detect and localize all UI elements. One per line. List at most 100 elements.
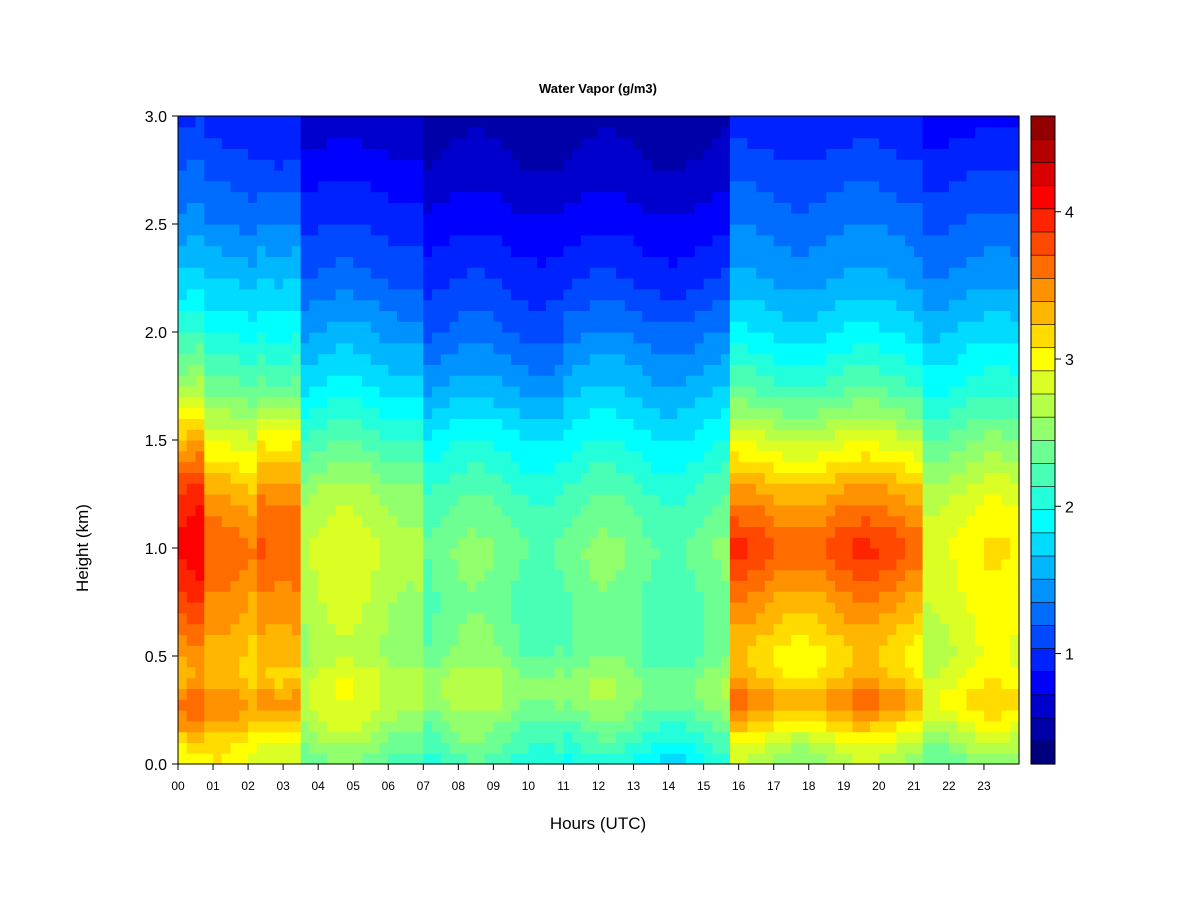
heatmap-cell bbox=[388, 353, 398, 365]
heatmap-cell bbox=[817, 342, 827, 355]
heatmap-cell bbox=[598, 137, 608, 149]
heatmap-cell bbox=[686, 386, 696, 398]
heatmap-cell bbox=[747, 537, 757, 549]
heatmap-cell bbox=[633, 234, 643, 247]
heatmap-cell bbox=[397, 483, 407, 495]
heatmap-cell bbox=[370, 731, 381, 743]
heatmap-cell bbox=[353, 666, 363, 679]
heatmap-cell bbox=[808, 353, 819, 365]
heatmap-cell bbox=[896, 288, 906, 301]
heatmap-cell bbox=[545, 126, 556, 139]
heatmap-cell bbox=[397, 191, 407, 203]
heatmap-cell bbox=[213, 753, 223, 765]
heatmap-cell bbox=[729, 288, 740, 301]
heatmap-cell bbox=[326, 278, 337, 290]
heatmap-cell bbox=[703, 386, 713, 398]
heatmap-cell bbox=[502, 548, 512, 560]
heatmap-cell bbox=[510, 450, 521, 463]
heatmap-cell bbox=[607, 407, 617, 419]
heatmap-cell bbox=[598, 418, 608, 430]
heatmap-cell bbox=[747, 634, 757, 646]
heatmap-cell bbox=[248, 569, 258, 581]
heatmap-cell bbox=[563, 180, 573, 193]
heatmap-cell bbox=[782, 548, 792, 560]
heatmap-cell bbox=[414, 494, 424, 506]
heatmap-cell bbox=[248, 321, 258, 333]
heatmap-cell bbox=[887, 126, 897, 139]
heatmap-cell bbox=[607, 461, 617, 473]
heatmap-cell bbox=[616, 116, 626, 128]
heatmap-cell bbox=[633, 332, 643, 344]
heatmap-cell bbox=[764, 407, 775, 419]
heatmap-cell bbox=[405, 666, 416, 679]
heatmap-cell bbox=[773, 364, 784, 376]
heatmap-cell bbox=[826, 245, 836, 257]
heatmap-cell bbox=[773, 612, 784, 625]
heatmap-cell bbox=[896, 720, 906, 733]
heatmap-cell bbox=[502, 645, 512, 657]
heatmap-cell bbox=[887, 342, 897, 355]
heatmap-cell bbox=[204, 429, 214, 441]
heatmap-cell bbox=[309, 418, 319, 430]
heatmap-cell bbox=[598, 515, 608, 527]
heatmap-cell bbox=[186, 321, 197, 333]
heatmap-cell bbox=[379, 245, 389, 257]
heatmap-cell bbox=[598, 591, 608, 603]
heatmap-cell bbox=[388, 364, 398, 376]
heatmap-cell bbox=[370, 742, 381, 754]
heatmap-cell bbox=[791, 753, 801, 765]
heatmap-cell bbox=[449, 170, 459, 182]
heatmap-cell bbox=[589, 504, 600, 517]
heatmap-cell bbox=[335, 548, 346, 560]
heatmap-cell bbox=[756, 461, 766, 473]
heatmap-cell bbox=[405, 159, 416, 171]
heatmap-cell bbox=[835, 558, 845, 571]
heatmap-cell bbox=[221, 213, 232, 225]
heatmap-cell bbox=[554, 591, 565, 603]
heatmap-cell bbox=[607, 418, 617, 430]
heatmap-cell bbox=[283, 278, 293, 290]
heatmap-cell bbox=[467, 656, 477, 668]
heatmap-cell bbox=[756, 450, 766, 463]
heatmap-cell bbox=[475, 256, 486, 268]
heatmap-cell bbox=[572, 213, 582, 225]
heatmap-cell bbox=[677, 180, 687, 193]
heatmap-cell bbox=[887, 267, 897, 279]
heatmap-cell bbox=[616, 656, 626, 668]
heatmap-cell bbox=[861, 742, 871, 754]
heatmap-cell bbox=[361, 483, 372, 495]
heatmap-cell bbox=[405, 558, 416, 571]
heatmap-cell bbox=[668, 602, 678, 614]
heatmap-cell bbox=[878, 742, 889, 754]
heatmap-cell bbox=[186, 342, 197, 355]
heatmap-cell bbox=[440, 213, 451, 225]
heatmap-cell bbox=[843, 321, 854, 333]
heatmap-cell bbox=[677, 612, 687, 625]
heatmap-cell bbox=[353, 591, 363, 603]
heatmap-cell bbox=[274, 612, 284, 625]
heatmap-cell bbox=[799, 645, 810, 657]
heatmap-cell bbox=[440, 548, 451, 560]
heatmap-cell bbox=[195, 396, 205, 409]
heatmap-cell bbox=[239, 483, 249, 495]
heatmap-cell bbox=[326, 472, 337, 484]
heatmap-cell bbox=[388, 429, 398, 441]
heatmap-cell bbox=[773, 742, 784, 754]
heatmap-cell bbox=[449, 666, 459, 679]
heatmap-cell bbox=[580, 353, 591, 365]
heatmap-cell bbox=[738, 461, 749, 473]
heatmap-cell bbox=[729, 332, 740, 344]
heatmap-cell bbox=[318, 299, 328, 311]
heatmap-cell bbox=[397, 494, 407, 506]
heatmap-cell bbox=[572, 353, 582, 365]
heatmap-cell bbox=[475, 137, 486, 149]
heatmap-cell bbox=[432, 375, 442, 387]
heatmap-cell bbox=[353, 699, 363, 711]
heatmap-cell bbox=[896, 170, 906, 182]
heatmap-cell bbox=[248, 137, 258, 149]
heatmap-cell bbox=[204, 677, 214, 689]
heatmap-cell bbox=[659, 137, 670, 149]
heatmap-cell bbox=[633, 591, 643, 603]
heatmap-cell bbox=[186, 299, 197, 311]
heatmap-cell bbox=[686, 580, 696, 592]
